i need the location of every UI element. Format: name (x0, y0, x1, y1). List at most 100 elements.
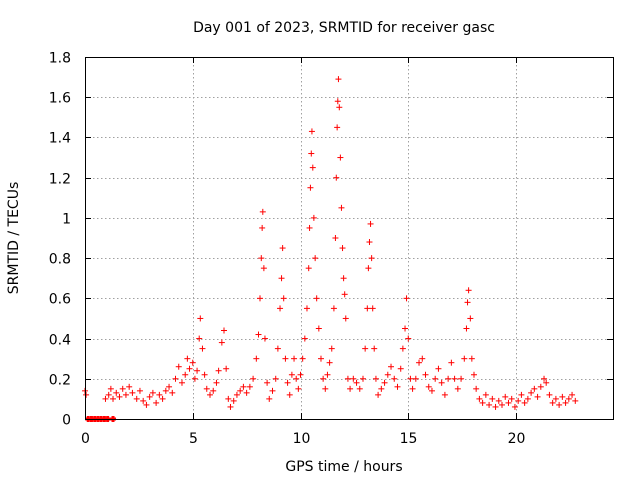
data-point (537, 383, 544, 390)
data-point (342, 315, 349, 322)
data-point (521, 399, 528, 406)
data-point (305, 265, 312, 272)
data-point (336, 104, 343, 111)
data-point (479, 399, 486, 406)
data-point (347, 385, 354, 392)
data-point (428, 387, 435, 394)
data-point (482, 391, 489, 398)
data-point (546, 391, 553, 398)
x-tick-label: 0 (81, 431, 90, 447)
x-tick-label: 15 (400, 431, 418, 447)
data-point (297, 371, 304, 378)
data-point (136, 387, 143, 394)
y-tick-label: 0.6 (49, 292, 71, 308)
data-point (403, 295, 410, 302)
data-point (143, 401, 150, 408)
data-point (326, 359, 333, 366)
data-point (486, 401, 493, 408)
data-point (322, 385, 329, 392)
data-point (83, 391, 90, 398)
data-point (159, 395, 166, 402)
data-point (225, 395, 232, 402)
data-point (218, 339, 225, 346)
data-point (253, 355, 260, 362)
data-point (201, 371, 208, 378)
data-point (191, 375, 198, 382)
data-point (186, 365, 193, 372)
data-point (182, 371, 189, 378)
data-point (210, 387, 217, 394)
data-point (384, 371, 391, 378)
data-point (534, 393, 541, 400)
data-point (402, 325, 409, 332)
data-point (260, 265, 267, 272)
data-point (215, 367, 222, 374)
data-point (293, 375, 300, 382)
data-point (255, 331, 262, 338)
data-point (288, 371, 295, 378)
data-point (126, 383, 133, 390)
data-point (313, 295, 320, 302)
data-point (301, 335, 308, 342)
data-point (184, 355, 191, 362)
data-point (189, 359, 196, 366)
data-point (356, 385, 363, 392)
data-point (435, 365, 442, 372)
data-point (166, 383, 173, 390)
data-point (243, 389, 250, 396)
data-point (515, 397, 522, 404)
data-point (277, 305, 284, 312)
data-point (492, 403, 499, 410)
data-point (223, 365, 230, 372)
data-point (432, 375, 439, 382)
data-point (562, 399, 569, 406)
data-point (394, 383, 401, 390)
data-point (381, 379, 388, 386)
data-point (172, 375, 179, 382)
x-tick-label: 5 (189, 431, 198, 447)
data-point (162, 387, 169, 394)
y-tick-label: 0 (62, 413, 71, 429)
y-tick-label: 1.8 (49, 51, 71, 67)
data-point (502, 393, 509, 400)
data-point (416, 359, 423, 366)
y-tick-label: 1.6 (49, 91, 71, 107)
data-point (556, 401, 563, 408)
data-point (364, 305, 371, 312)
data-point (350, 375, 357, 382)
data-point (369, 305, 376, 312)
data-point (328, 345, 335, 352)
data-point (569, 391, 576, 398)
data-point (365, 265, 372, 272)
data-point (269, 387, 276, 394)
x-tick-label: 20 (508, 431, 526, 447)
data-point (203, 385, 210, 392)
x-axis-label: GPS time / hours (285, 459, 402, 475)
data-point (259, 208, 266, 215)
data-point (375, 391, 382, 398)
data-point (113, 389, 120, 396)
data-point (237, 387, 244, 394)
data-point (378, 385, 385, 392)
data-point (310, 214, 317, 221)
data-point (303, 305, 310, 312)
data-point (146, 393, 153, 400)
data-point (337, 154, 344, 161)
data-point (341, 291, 348, 298)
data-points-layer (82, 76, 579, 422)
data-point (360, 375, 367, 382)
data-point (258, 255, 265, 262)
data-point (169, 389, 176, 396)
data-point (572, 397, 579, 404)
data-point (175, 363, 182, 370)
data-point (129, 389, 136, 396)
data-point (261, 335, 268, 342)
data-point (454, 385, 461, 392)
data-point (110, 395, 117, 402)
data-point (473, 385, 480, 392)
data-point (246, 383, 253, 390)
data-point (531, 385, 538, 392)
data-point (213, 379, 220, 386)
data-point (308, 150, 315, 157)
data-point (122, 391, 129, 398)
